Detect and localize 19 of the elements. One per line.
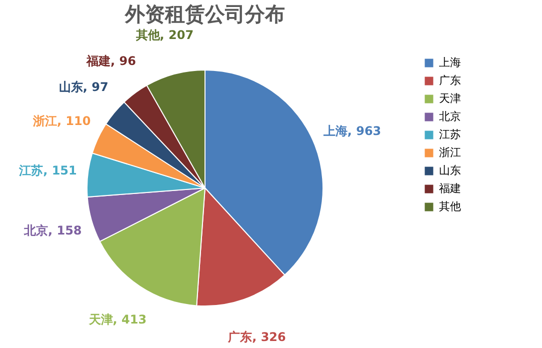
data-label: 山东, 97: [58, 80, 108, 94]
legend-label: 天津: [439, 92, 461, 105]
legend-label: 山东: [439, 164, 461, 177]
data-label: 江苏, 151: [18, 163, 77, 178]
legend-label: 广东: [439, 74, 461, 87]
legend-label: 福建: [439, 182, 461, 195]
data-label: 广东, 326: [227, 330, 286, 344]
legend-label: 浙江: [439, 146, 461, 159]
data-label: 上海, 963: [322, 124, 382, 138]
chart-title: 外资租赁公司分布: [124, 2, 285, 26]
legend-label: 北京: [439, 110, 461, 123]
data-label: 天津, 413: [88, 312, 147, 327]
data-label: 浙江, 110: [32, 114, 91, 128]
data-label: 北京, 158: [22, 224, 82, 238]
data-label: 福建, 96: [85, 54, 136, 68]
legend-label: 江苏: [439, 128, 461, 141]
legend-label: 上海: [439, 56, 461, 69]
legend-label: 其他: [439, 200, 461, 213]
data-label: 其他, 207: [134, 28, 194, 42]
